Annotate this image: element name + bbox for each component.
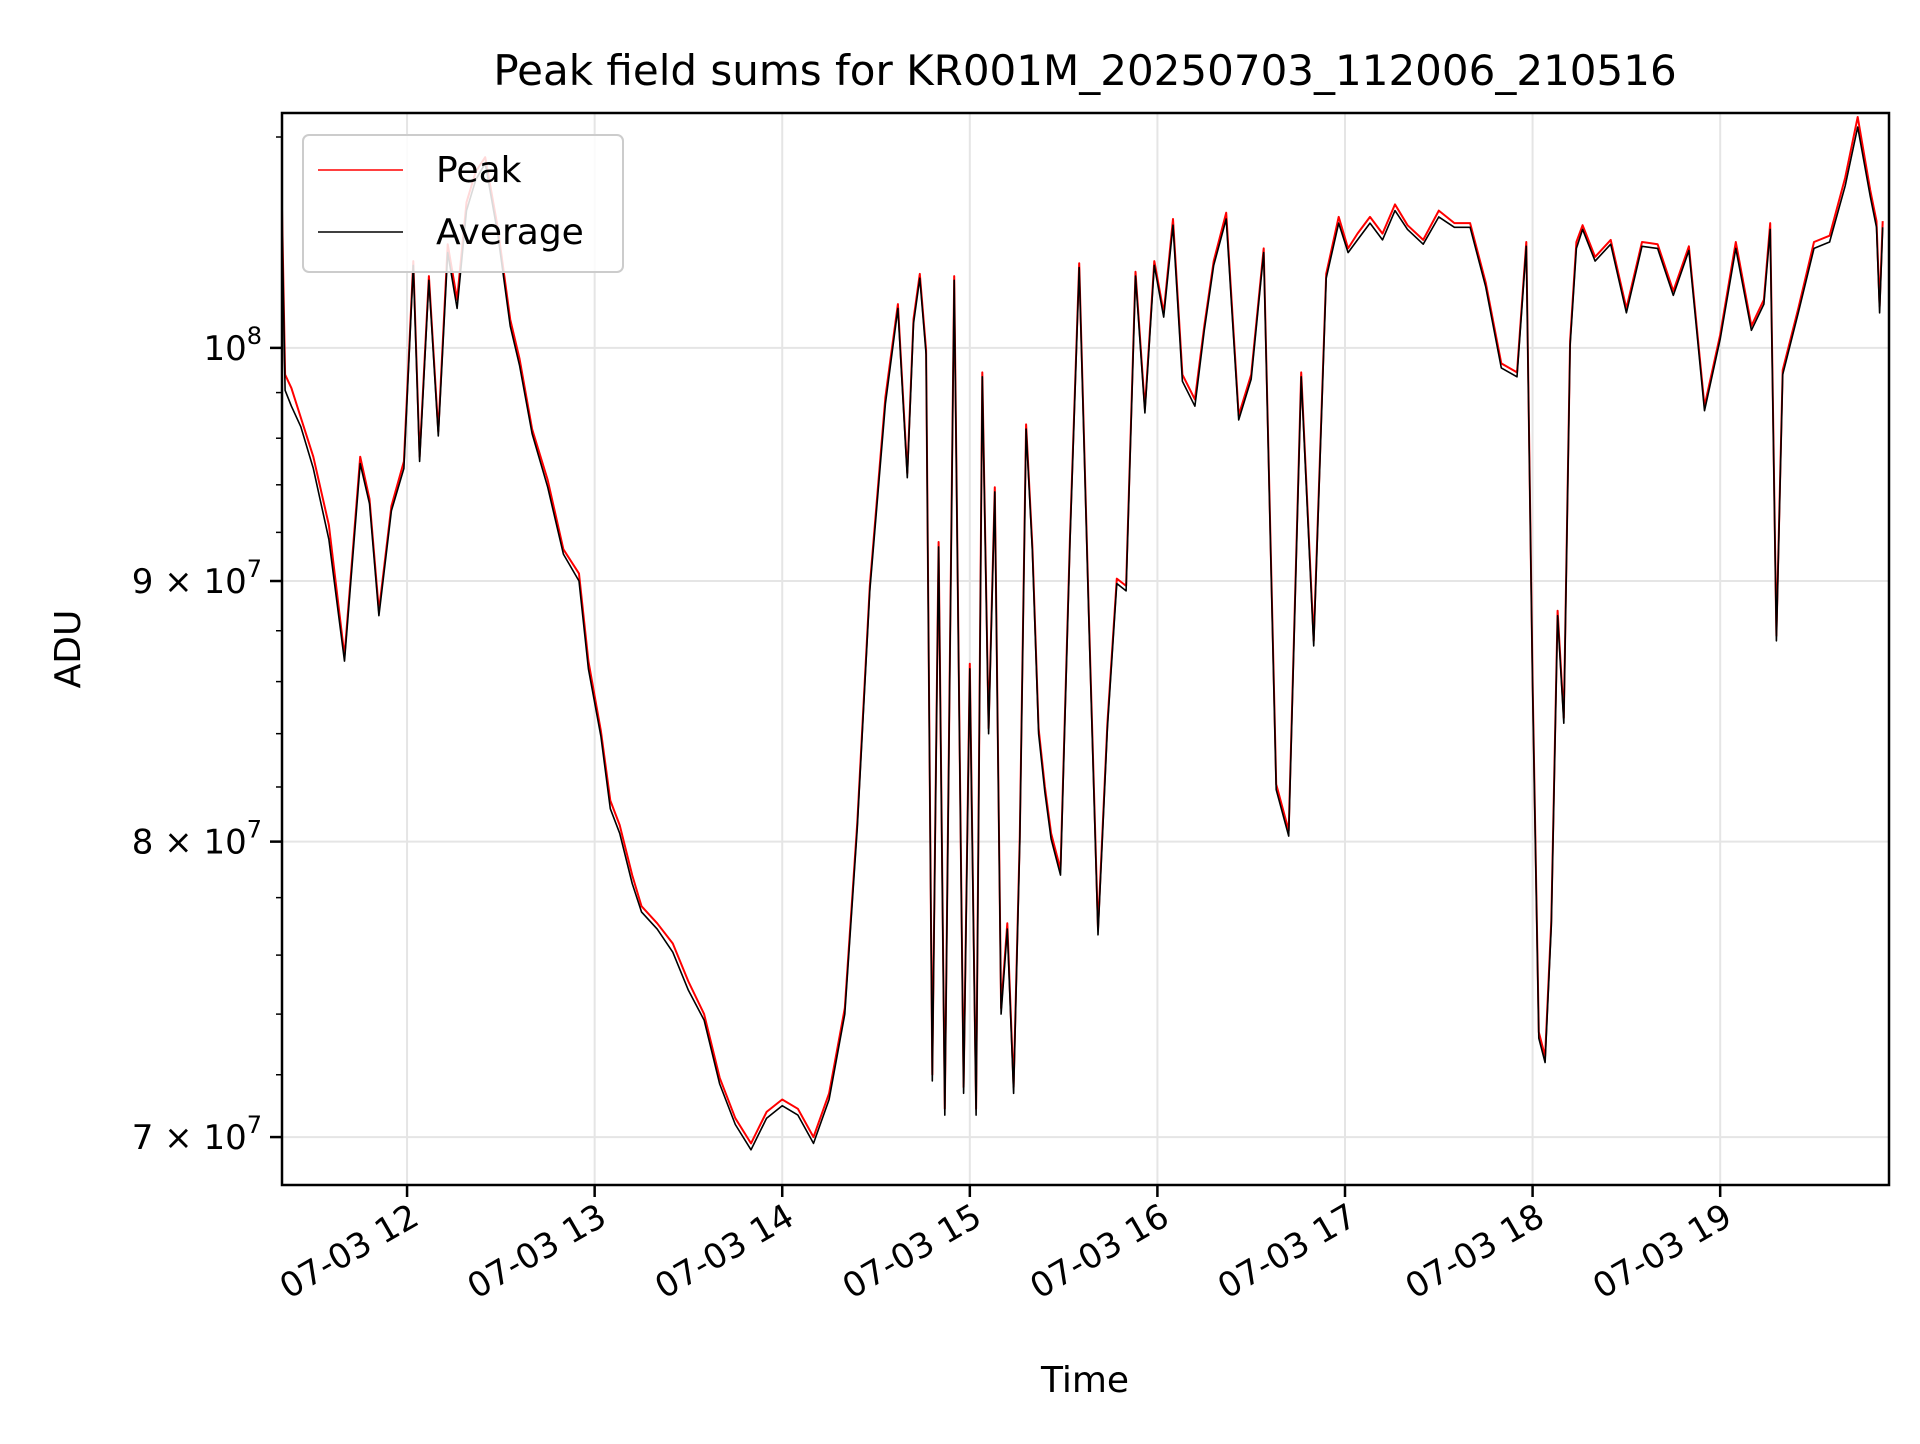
series-line-peak <box>281 116 1884 1145</box>
legend-label-average: Average <box>436 212 584 253</box>
series-layer <box>281 116 1884 1151</box>
y-tick-label: 7 × 107 <box>132 1111 262 1158</box>
plot-area-frame <box>280 111 1891 1187</box>
y-tick-label: 108 <box>203 322 262 369</box>
x-axis-label: Time <box>1040 1360 1129 1401</box>
grid-layer <box>282 113 1889 1185</box>
y-tick-label: 9 × 107 <box>132 555 262 602</box>
chart-title: Peak field sums for KR001M_20250703_1120… <box>493 46 1676 95</box>
series-line-average <box>281 126 1884 1151</box>
y-axis: 7 × 107 8 × 107 9 × 107 108 <box>132 136 282 1158</box>
y-axis-label: ADU <box>48 610 89 689</box>
legend: Peak Average <box>302 134 624 273</box>
y-tick-label: 8 × 107 <box>132 816 262 863</box>
legend-label-peak: Peak <box>436 150 522 191</box>
